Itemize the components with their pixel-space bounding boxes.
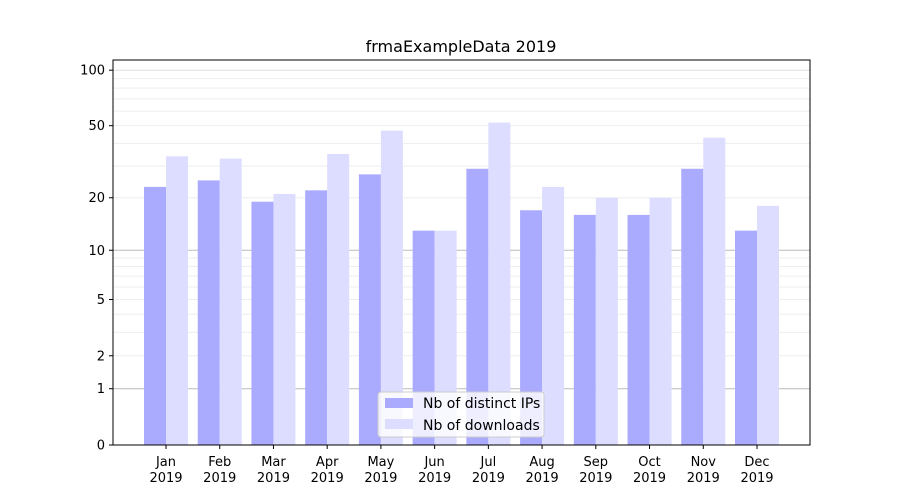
bar-distinct-ips — [144, 186, 166, 445]
x-tick-label: Oct — [638, 455, 660, 470]
chart-title: frmaExampleData 2019 — [366, 37, 557, 56]
bar-downloads — [219, 158, 242, 445]
y-axis: 0 1 2 5 10 20 50 100 — [80, 64, 113, 454]
y-tick-label: 50 — [88, 119, 105, 134]
bar-downloads — [595, 197, 618, 445]
x-tick-label: 2019 — [740, 471, 773, 486]
x-tick-label: 2019 — [149, 471, 182, 486]
bars — [144, 122, 779, 446]
bar-downloads — [273, 193, 296, 445]
y-tick-label: 20 — [88, 191, 105, 206]
plot-frame — [112, 59, 811, 446]
y-tick-label: 5 — [97, 293, 105, 308]
bar-downloads — [703, 137, 726, 445]
x-axis: Jan2019Feb2019Mar2019Apr2019May2019Jun20… — [149, 445, 774, 486]
legend-frame — [377, 391, 545, 438]
y-tick-label: 100 — [80, 64, 105, 79]
x-tick-label: Jun — [423, 455, 444, 470]
bar-distinct-ips — [197, 180, 220, 446]
bar-distinct-ips — [305, 190, 328, 445]
bar-distinct-ips — [358, 174, 381, 445]
bar-distinct-ips — [573, 214, 596, 445]
bar-distinct-ips — [520, 210, 543, 445]
bar-downloads — [488, 122, 511, 445]
x-tick-label: 2019 — [687, 471, 720, 486]
bar-distinct-ips — [735, 230, 757, 445]
x-tick-label: 2019 — [257, 471, 290, 486]
y-tick-label: 0 — [97, 439, 105, 454]
legend-label-downloads: Nb of downloads — [423, 418, 540, 434]
x-tick-label: Jul — [480, 455, 497, 470]
bar-downloads — [542, 186, 565, 445]
x-tick-label: 2019 — [311, 471, 344, 486]
legend: Nb of distinct IPs Nb of downloads — [377, 391, 545, 438]
legend-swatch-ips — [385, 398, 413, 408]
x-tick-label: May — [367, 455, 394, 470]
bar-distinct-ips — [251, 201, 274, 445]
x-tick-label: 2019 — [203, 471, 236, 486]
bar-distinct-ips — [627, 214, 650, 445]
y-tick-label: 1 — [97, 382, 105, 397]
bar-distinct-ips — [681, 168, 704, 445]
bar-downloads — [757, 205, 779, 445]
x-tick-label: 2019 — [418, 471, 451, 486]
x-tick-label: 2019 — [364, 471, 397, 486]
legend-swatch-downloads — [385, 419, 413, 429]
x-tick-label: Sep — [584, 455, 609, 470]
bar-downloads — [380, 130, 403, 445]
y-tick-label: 10 — [88, 244, 105, 259]
legend-label-ips: Nb of distinct IPs — [423, 396, 540, 412]
x-tick-label: Aug — [529, 455, 554, 470]
x-tick-label: 2019 — [633, 471, 666, 486]
x-tick-label: Nov — [691, 455, 717, 470]
bar-downloads — [434, 230, 457, 445]
x-tick-label: Jan — [155, 455, 176, 470]
bar-distinct-ips — [466, 168, 489, 445]
bar-downloads — [166, 156, 188, 445]
bar-downloads — [649, 197, 672, 445]
x-tick-label: Mar — [261, 455, 286, 470]
x-tick-label: Dec — [744, 455, 769, 470]
x-tick-label: Feb — [208, 455, 231, 470]
x-tick-label: 2019 — [526, 471, 559, 486]
x-tick-label: 2019 — [579, 471, 612, 486]
bar-distinct-ips — [412, 230, 435, 445]
x-tick-label: 2019 — [472, 471, 505, 486]
y-tick-label: 2 — [97, 349, 105, 364]
x-tick-label: Apr — [316, 455, 339, 470]
bar-downloads — [327, 153, 350, 445]
